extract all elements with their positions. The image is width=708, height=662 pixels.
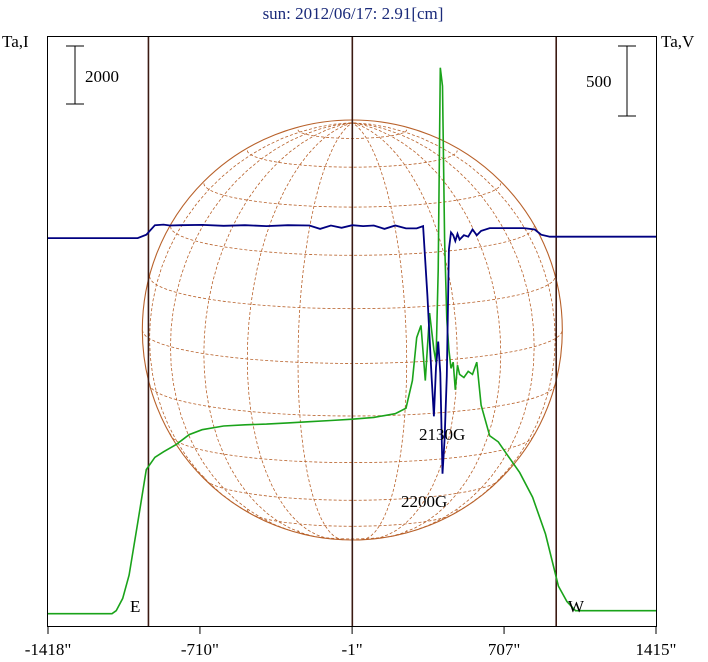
left-axis-label: Ta,I <box>2 32 29 51</box>
left-scale-bar-label: 2000 <box>85 67 119 86</box>
longitude-line <box>297 122 353 541</box>
longitude-line <box>170 122 353 531</box>
latitude-line <box>149 276 556 310</box>
limb-label-west: W <box>568 597 585 616</box>
vertical-reference-lines <box>147 37 558 626</box>
longitude-line <box>352 122 535 531</box>
right-scale-bar <box>618 45 636 117</box>
x-tick-label: -710" <box>181 640 219 659</box>
chart-title: sun: 2012/06/17: 2.91[cm] <box>263 4 444 23</box>
right-scale-bar-label: 500 <box>586 72 612 91</box>
longitude-line <box>352 122 502 537</box>
annotation-2200g: 2200G <box>401 492 447 511</box>
x-tick-label: -1418" <box>25 640 72 659</box>
x-tick-label: 707" <box>488 640 520 659</box>
longitude-line <box>246 122 353 540</box>
latitude-line <box>170 433 535 464</box>
series-line-stokes-v <box>48 223 656 474</box>
longitude-line <box>352 122 556 515</box>
x-axis-ticks: -1418" -710" -1" 707" 1415" <box>25 626 677 659</box>
longitude-line <box>203 122 353 537</box>
longitude-line <box>352 122 458 540</box>
limb-label-east: E <box>130 597 140 616</box>
longitude-line <box>352 122 408 541</box>
x-tick-label: 1415" <box>636 640 677 659</box>
x-tick-label: -1" <box>342 640 363 659</box>
latitude-line <box>170 226 535 256</box>
longitude-line <box>149 122 353 515</box>
right-axis-label: Ta,V <box>661 32 695 51</box>
annotation-2130g: 2130G <box>419 425 465 444</box>
left-scale-bar <box>66 45 84 105</box>
series-line-stokes-i <box>48 67 656 615</box>
